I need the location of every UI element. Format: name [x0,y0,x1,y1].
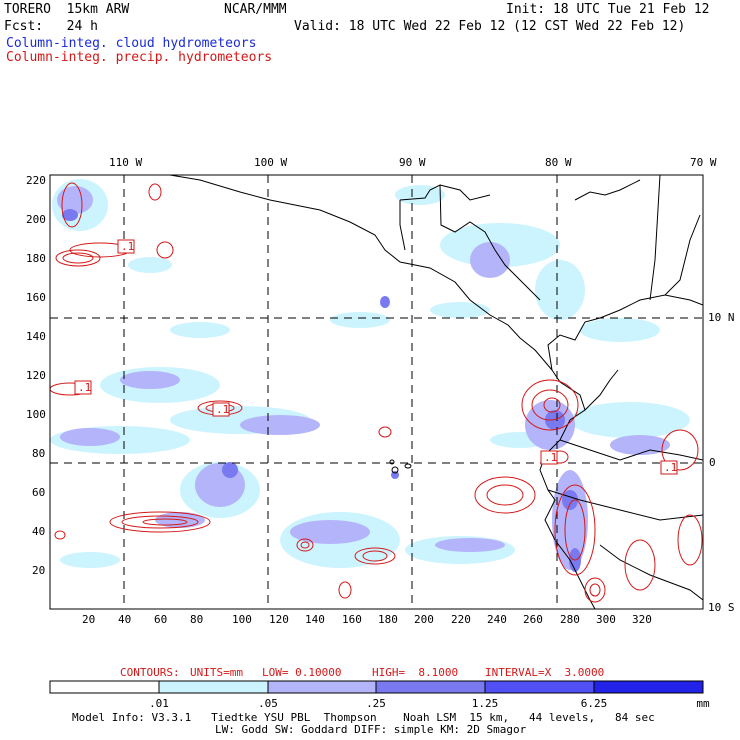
colorbar-label: 1.25 [471,697,499,710]
x-tick: 40 [118,613,132,626]
colorbar-swatch [484,680,595,694]
colorbar-swatch [593,680,704,694]
model-info: Model Info: V3.3.1 Tiedtke YSU PBL Thomp… [72,711,655,724]
contour-low: LOW= 0.10000 [262,666,342,679]
contour-units: UNITS=mm [190,666,243,679]
contour-high: HIGH= 8.1000 [372,666,459,679]
cloud-field-strong [62,209,581,572]
legend-precip-hydrometeors: Column-integ. precip. hydrometeors [6,50,273,65]
y-tick: 180 [26,252,46,265]
lat-label-10n: 10 N [708,311,735,324]
contour-label: .1 [216,403,230,416]
y-tick: 140 [26,330,46,343]
x-tick: 320 [632,613,652,626]
colorbar-label: 6.25 [580,697,608,710]
legend-cloud-hydrometeors: Column-integ. cloud hydrometeors [6,36,257,51]
map-frame [49,174,704,610]
x-tick: 280 [560,613,580,626]
x-tick: 120 [269,613,289,626]
x-tick: 260 [523,613,543,626]
x-tick: 220 [451,613,471,626]
contour-label: .1 [544,451,558,464]
colorbar-swatch [375,680,486,694]
contour-interval: INTERVAL=X 3.0000 [485,666,605,679]
y-tick: 160 [26,291,46,304]
colorbar-swatch [158,680,269,694]
y-tick: 20 [32,564,46,577]
y-tick: 100 [26,408,46,421]
valid-time: Valid: 18 UTC Wed 22 Feb 12 (12 CST Wed … [294,19,686,34]
colorbar-swatch [49,680,160,694]
coastlines [169,175,703,609]
model-physics: LW: Godd SW: Goddard DIFF: simple KM: 2D… [215,723,527,736]
contour-labels [74,239,678,475]
x-tick: 60 [154,613,168,626]
init-time: Init: 18 UTC Tue 21 Feb 12 [506,2,710,17]
x-tick: 240 [487,613,507,626]
colorbar-label: .05 [258,697,278,710]
institution-label: NCAR/MMM [224,2,287,17]
lon-label-90w: 90 W [399,156,426,169]
x-tick: 200 [414,613,434,626]
colorbar-label: .25 [366,697,386,710]
colorbar-unit: mm [696,697,710,710]
colorbar-swatch [267,680,377,694]
lat-label-0: 0 [709,456,716,469]
colorbar [49,680,704,694]
y-tick: 200 [26,213,46,226]
model-title: TORERO 15km ARW [4,2,130,17]
contour-label: .1 [664,461,678,474]
lon-label-110w: 110 W [109,156,143,169]
contour-label: .1 [78,381,92,394]
x-tick: 80 [190,613,204,626]
lon-label-100w: 100 W [254,156,288,169]
x-tick: 160 [342,613,362,626]
lon-label-80w: 80 W [545,156,572,169]
x-tick: 140 [305,613,325,626]
x-tick: 180 [378,613,398,626]
forecast-hour: Fcst: 24 h [4,19,98,34]
y-tick: 40 [32,525,46,538]
y-tick: 120 [26,369,46,382]
x-tick: 100 [232,613,252,626]
contours-heading: CONTOURS: [120,666,180,679]
precip-contours [50,182,703,603]
lon-label-70w: 70 W [690,156,717,169]
x-tick: 20 [82,613,96,626]
y-tick: 60 [32,486,46,499]
colorbar-label: .01 [149,697,169,710]
x-tick: 300 [596,613,616,626]
y-tick: 220 [26,174,46,187]
y-tick: 80 [32,447,46,460]
lat-label-10s: 10 S [708,601,735,614]
contour-label: .1 [121,240,135,253]
